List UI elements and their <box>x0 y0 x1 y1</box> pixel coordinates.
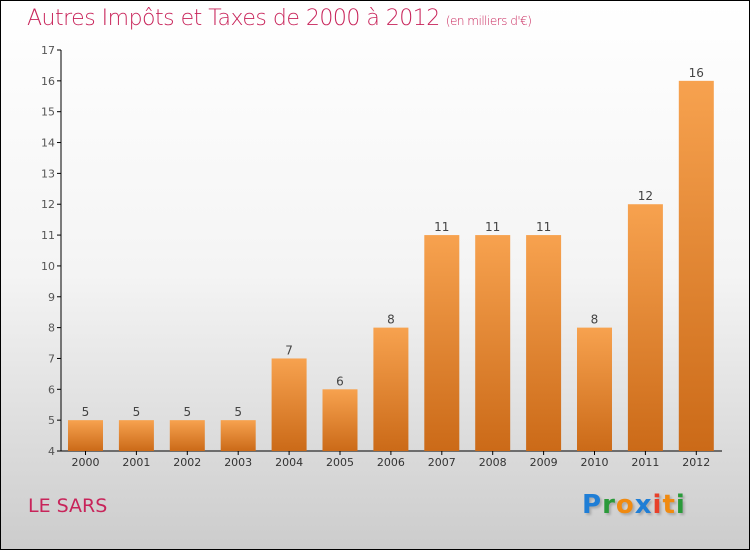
bar-2012 <box>678 80 714 451</box>
data-label: 12 <box>638 189 653 203</box>
x-tick-label: 2006 <box>377 456 405 469</box>
unit-label: (en milliers d'€) <box>445 14 532 28</box>
data-label: 7 <box>285 343 293 357</box>
y-tick-label: 15 <box>41 106 55 119</box>
data-label: 8 <box>387 313 395 327</box>
data-label: 5 <box>183 405 191 419</box>
y-tick-label: 5 <box>48 414 55 427</box>
y-tick-label: 14 <box>41 137 55 150</box>
bar-2007 <box>424 235 460 451</box>
x-tick-label: 2005 <box>326 456 354 469</box>
bar-2003 <box>220 420 256 451</box>
x-tick-label: 2010 <box>581 456 609 469</box>
x-tick-label: 2008 <box>479 456 507 469</box>
bar-2009 <box>526 235 562 451</box>
data-label: 11 <box>485 220 500 234</box>
y-tick-label: 9 <box>48 291 55 304</box>
y-tick-label: 13 <box>41 167 55 180</box>
bar-2008 <box>475 235 511 451</box>
data-label: 16 <box>689 66 704 80</box>
y-tick-label: 8 <box>48 322 55 335</box>
bar-2006 <box>373 327 409 451</box>
x-tick-label: 2001 <box>122 456 150 469</box>
data-label: 11 <box>536 220 551 234</box>
x-tick-label: 2000 <box>72 456 100 469</box>
x-tick-label: 2003 <box>224 456 252 469</box>
bar-2000 <box>68 420 103 451</box>
data-label: 5 <box>82 405 90 419</box>
y-tick-label: 16 <box>41 75 55 88</box>
x-tick-label: 2004 <box>275 456 303 469</box>
x-tick-label: 2007 <box>428 456 456 469</box>
chart-title: Autres Impôts et Taxes de 2000 à 2012 (en… <box>27 6 532 31</box>
bar-2004 <box>271 358 307 451</box>
bar-2010 <box>577 327 612 451</box>
y-tick-label: 4 <box>48 445 55 458</box>
proxiti-logo[interactable]: Proxiti <box>582 490 686 520</box>
data-label: 6 <box>336 374 344 388</box>
x-tick-label: 2002 <box>173 456 201 469</box>
y-tick-label: 10 <box>41 260 55 273</box>
data-label: 11 <box>434 220 449 234</box>
bar-2005 <box>322 389 358 451</box>
data-label: 8 <box>591 313 599 327</box>
x-tick-label: 2011 <box>631 456 659 469</box>
data-label: 5 <box>234 405 242 419</box>
bar-2001 <box>118 420 154 451</box>
bar-2002 <box>169 420 205 451</box>
data-label: 5 <box>133 405 141 419</box>
y-tick-label: 7 <box>48 352 55 365</box>
y-tick-label: 12 <box>41 198 55 211</box>
y-tick-label: 11 <box>41 229 55 242</box>
y-tick-label: 17 <box>41 44 55 57</box>
x-tick-label: 2009 <box>530 456 558 469</box>
x-tick-label: 2012 <box>682 456 710 469</box>
y-tick-label: 6 <box>48 383 55 396</box>
title-text: Autres Impôts et Taxes de 2000 à 2012 <box>27 6 440 31</box>
city-name: LE SARS <box>28 495 108 517</box>
bar-2011 <box>627 204 663 451</box>
